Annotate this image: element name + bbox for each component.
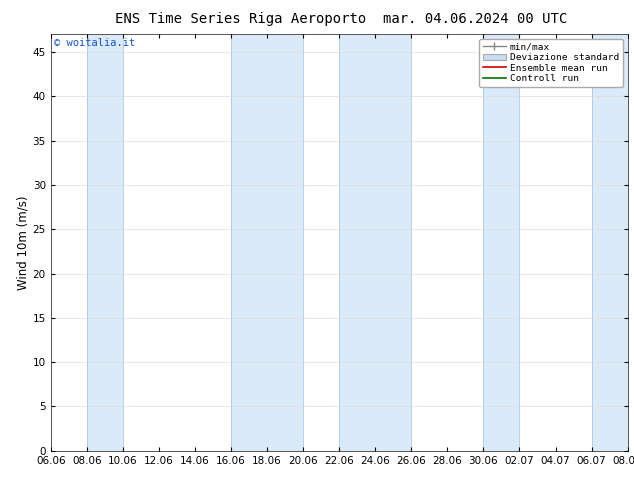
Bar	[339, 34, 411, 451]
Text: mar. 04.06.2024 00 UTC: mar. 04.06.2024 00 UTC	[384, 12, 567, 26]
Bar	[592, 34, 634, 451]
Bar	[87, 34, 123, 451]
Y-axis label: Wind 10m (m/s): Wind 10m (m/s)	[17, 196, 30, 290]
Bar	[231, 34, 303, 451]
Bar	[483, 34, 519, 451]
Text: ENS Time Series Riga Aeroporto: ENS Time Series Riga Aeroporto	[115, 12, 366, 26]
Legend: min/max, Deviazione standard, Ensemble mean run, Controll run: min/max, Deviazione standard, Ensemble m…	[479, 39, 623, 87]
Text: © woitalia.it: © woitalia.it	[54, 38, 135, 49]
